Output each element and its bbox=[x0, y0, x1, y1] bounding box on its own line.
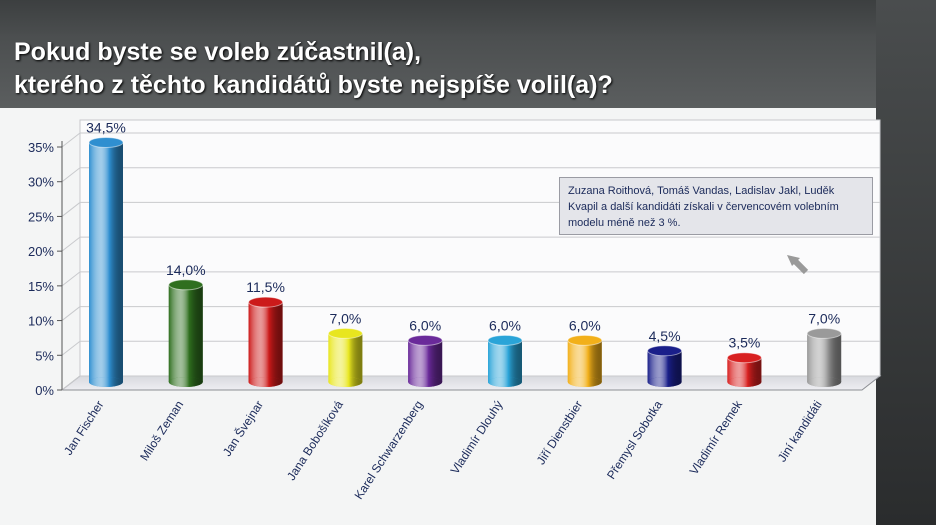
y-tick-label: 25% bbox=[28, 209, 54, 224]
value-label: 7,0% bbox=[329, 310, 361, 326]
bar-9 bbox=[726, 352, 762, 387]
bar-10 bbox=[806, 327, 842, 387]
bar-1 bbox=[88, 136, 124, 387]
gridline-side bbox=[61, 167, 81, 183]
category-label: Jan Fischer bbox=[61, 398, 107, 458]
category-label: Jan Švejnar bbox=[219, 397, 266, 458]
bar-6 bbox=[487, 334, 523, 387]
value-label: 6,0% bbox=[409, 317, 441, 333]
category-label: Jiní kandidáti bbox=[775, 398, 825, 464]
category-label: Vladimír Dlouhý bbox=[448, 398, 506, 477]
y-axis: 0% 5% 10% 15% 20% 25% 30% 35% bbox=[28, 140, 63, 398]
value-label: 7,0% bbox=[808, 310, 840, 326]
y-tick-label: 20% bbox=[28, 244, 54, 259]
bars bbox=[88, 136, 842, 387]
y-tick-label: 5% bbox=[35, 348, 54, 363]
title-line-1: Pokud byste se voleb zúčastnil(a), bbox=[14, 38, 422, 66]
category-label: Jiří Dienstbier bbox=[534, 398, 586, 467]
y-tick-label: 10% bbox=[28, 314, 54, 329]
category-label: Jana Bobošíková bbox=[284, 398, 346, 483]
title-band bbox=[0, 34, 876, 108]
chart-title: Pokud byste se voleb zúčastnil(a), které… bbox=[14, 36, 874, 102]
value-label: 34,5% bbox=[86, 119, 126, 135]
gridline-side bbox=[61, 340, 81, 356]
arrow-icon bbox=[787, 255, 809, 275]
gridline-side bbox=[61, 271, 81, 287]
bar-2 bbox=[168, 279, 204, 387]
value-label: 3,5% bbox=[728, 335, 760, 351]
value-label: 6,0% bbox=[489, 317, 521, 333]
bar-4 bbox=[327, 327, 363, 387]
gridline-side bbox=[61, 375, 81, 391]
gridline-side bbox=[61, 236, 81, 252]
title-line-2: kterého z těchto kandidátů byste nejspíš… bbox=[14, 71, 613, 99]
category-label: Karel Schwarzenberg bbox=[351, 398, 425, 502]
y-tick-label: 35% bbox=[28, 140, 54, 155]
bar-7 bbox=[567, 334, 603, 387]
value-label: 14,0% bbox=[166, 262, 206, 278]
y-tick-label: 15% bbox=[28, 279, 54, 294]
bar-8 bbox=[647, 345, 683, 387]
top-band bbox=[0, 0, 936, 34]
gridline-side bbox=[61, 202, 81, 217]
gridlines bbox=[60, 119, 882, 391]
category-label: Miloš Zeman bbox=[137, 398, 186, 463]
value-label: 4,5% bbox=[649, 328, 681, 344]
gridline-side bbox=[61, 306, 81, 321]
right-band bbox=[876, 0, 936, 525]
y-tick-label: 0% bbox=[35, 383, 54, 398]
value-labels: 34,5% 14,0% 11,5% 7,0% 6,0% 6,0% 6,0% 4,5% 3,5% 7… bbox=[86, 119, 840, 350]
category-labels: Jan Fischer Miloš Zeman Jan Švejnar Jana Bo… bbox=[61, 397, 825, 502]
value-label: 11,5% bbox=[246, 279, 285, 295]
bar-5 bbox=[407, 334, 443, 387]
bar-3 bbox=[248, 296, 284, 387]
gridline-side bbox=[61, 132, 81, 148]
category-label: Vladimír Remek bbox=[687, 397, 746, 477]
y-tick-label: 30% bbox=[28, 175, 54, 190]
note-box: Zuzana Roithová, Tomáš Vandas, Ladislav … bbox=[559, 177, 873, 235]
value-label: 6,0% bbox=[569, 317, 601, 333]
category-label: Přemysl Sobotka bbox=[604, 398, 665, 482]
chart-wall bbox=[79, 119, 881, 377]
